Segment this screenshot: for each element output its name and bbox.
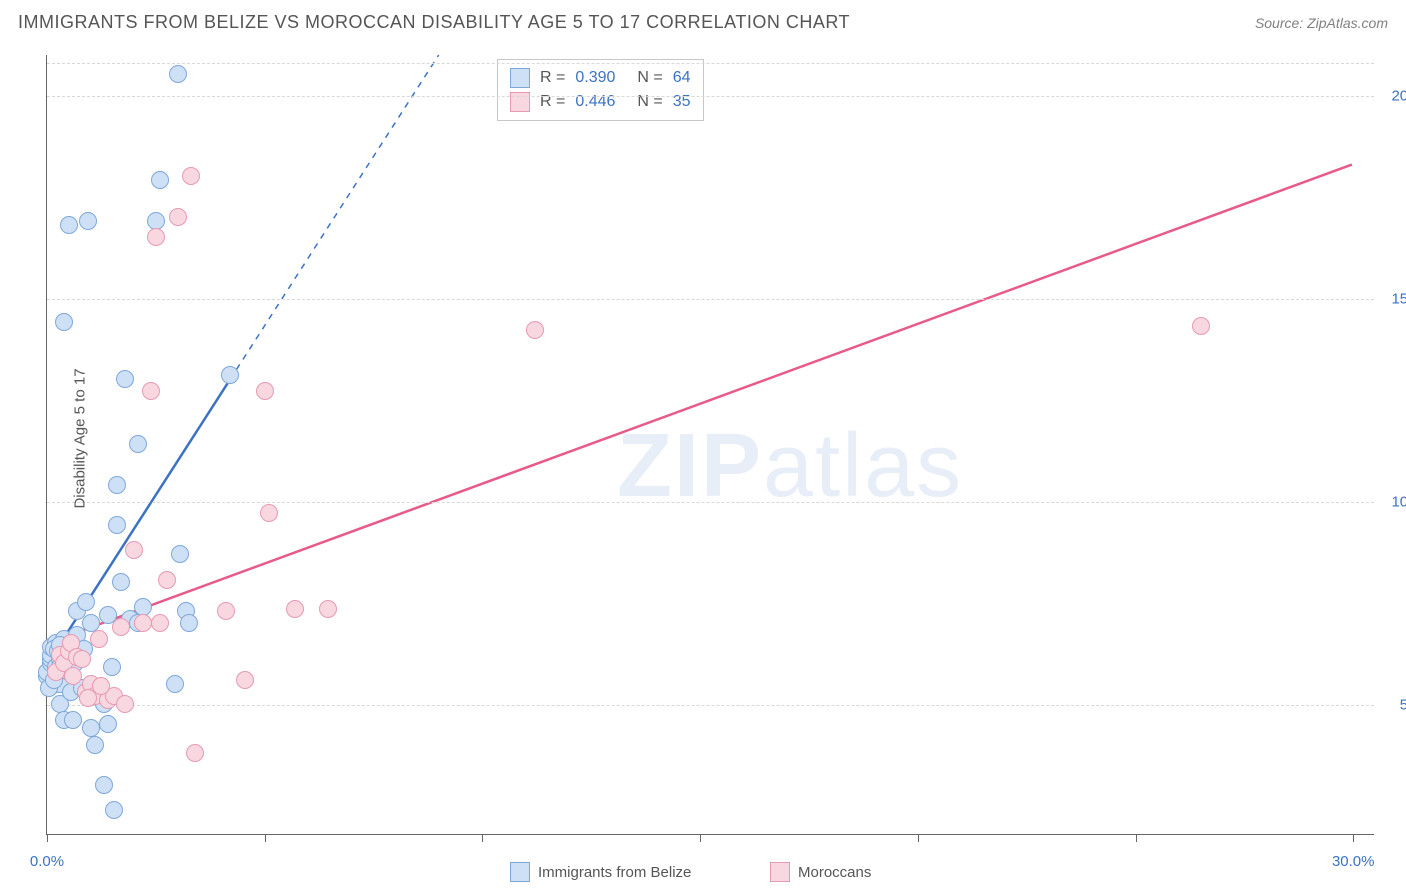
data-point	[99, 715, 117, 733]
chart-title: IMMIGRANTS FROM BELIZE VS MOROCCAN DISAB…	[18, 12, 850, 33]
x-tick-mark	[700, 834, 701, 842]
gridline	[47, 705, 1374, 706]
data-point	[286, 600, 304, 618]
data-point	[256, 382, 274, 400]
data-point	[60, 216, 78, 234]
x-tick-mark	[47, 834, 48, 842]
data-point	[180, 614, 198, 632]
data-point	[186, 744, 204, 762]
data-point	[217, 602, 235, 620]
x-tick-label: 30.0%	[1332, 853, 1375, 870]
data-point	[1192, 317, 1210, 335]
legend-swatch	[510, 862, 530, 882]
stats-r-value: 0.390	[575, 69, 615, 87]
data-point	[125, 541, 143, 559]
x-tick-label: 0.0%	[30, 853, 64, 870]
data-point	[129, 435, 147, 453]
source-label: Source: ZipAtlas.com	[1255, 15, 1388, 31]
legend-swatch	[770, 862, 790, 882]
x-tick-mark	[1136, 834, 1137, 842]
x-tick-mark	[265, 834, 266, 842]
data-point	[147, 228, 165, 246]
data-point	[221, 366, 239, 384]
data-point	[112, 618, 130, 636]
y-tick-label: 20.0%	[1379, 87, 1406, 104]
data-point	[108, 516, 126, 534]
data-point	[108, 476, 126, 494]
data-point	[142, 382, 160, 400]
stats-label: N =	[637, 69, 662, 87]
legend-swatch	[510, 68, 530, 88]
data-point	[95, 776, 113, 794]
legend-label: Moroccans	[798, 864, 871, 881]
y-tick-label: 5.0%	[1379, 697, 1406, 714]
gridline	[47, 63, 1374, 64]
data-point	[64, 667, 82, 685]
data-point	[116, 695, 134, 713]
gridline	[47, 299, 1374, 300]
data-point	[151, 171, 169, 189]
data-point	[105, 801, 123, 819]
data-point	[169, 65, 187, 83]
data-point	[77, 593, 95, 611]
data-point	[151, 614, 169, 632]
x-tick-mark	[482, 834, 483, 842]
trend-lines	[47, 55, 1374, 834]
data-point	[82, 719, 100, 737]
x-tick-mark	[1353, 834, 1354, 842]
y-axis-label: Disability Age 5 to 17	[72, 368, 89, 508]
data-point	[92, 677, 110, 695]
data-point	[158, 571, 176, 589]
data-point	[116, 370, 134, 388]
data-point	[236, 671, 254, 689]
bottom-legend-item: Moroccans	[770, 862, 871, 882]
data-point	[55, 313, 73, 331]
data-point	[64, 711, 82, 729]
stats-n-value: 64	[673, 69, 691, 87]
data-point	[260, 504, 278, 522]
data-point	[134, 614, 152, 632]
data-point	[82, 614, 100, 632]
title-bar: IMMIGRANTS FROM BELIZE VS MOROCCAN DISAB…	[18, 12, 1388, 33]
data-point	[182, 167, 200, 185]
data-point	[166, 675, 184, 693]
y-tick-label: 10.0%	[1379, 493, 1406, 510]
gridline	[47, 502, 1374, 503]
data-point	[171, 545, 189, 563]
legend-label: Immigrants from Belize	[538, 864, 691, 881]
data-point	[112, 573, 130, 591]
data-point	[526, 321, 544, 339]
stats-row: R =0.446N =35	[510, 90, 691, 114]
data-point	[79, 212, 97, 230]
stats-label: R =	[540, 69, 565, 87]
stats-row: R = 0.390 N = 64	[510, 66, 691, 90]
data-point	[86, 736, 104, 754]
data-point	[169, 208, 187, 226]
stats-box: R = 0.390 N = 64 R =0.446N =35	[497, 59, 704, 121]
data-point	[319, 600, 337, 618]
data-point	[103, 658, 121, 676]
bottom-legend-item: Immigrants from Belize	[510, 862, 691, 882]
plot-area: ZIPatlas R =0.390N =64R =0.446N =35 5.0%…	[46, 55, 1374, 835]
gridline	[47, 96, 1374, 97]
data-point	[73, 650, 91, 668]
data-point	[90, 630, 108, 648]
x-tick-mark	[918, 834, 919, 842]
y-tick-label: 15.0%	[1379, 290, 1406, 307]
chart-container: IMMIGRANTS FROM BELIZE VS MOROCCAN DISAB…	[0, 0, 1406, 892]
